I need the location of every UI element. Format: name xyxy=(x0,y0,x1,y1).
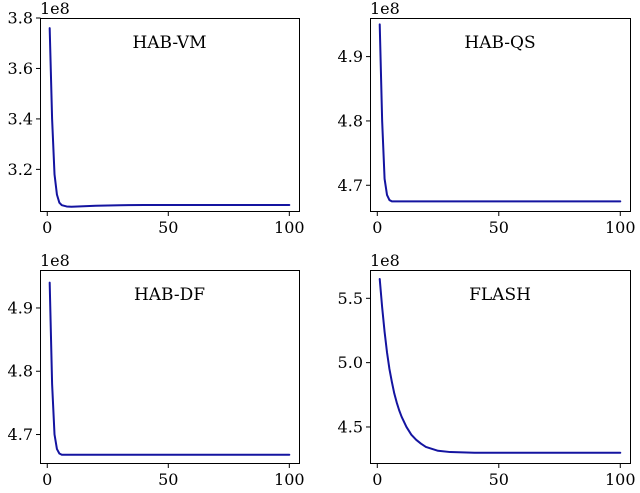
y-tick-label: 3.8 xyxy=(8,9,33,28)
x-tick-label: 0 xyxy=(42,470,52,489)
series-line xyxy=(48,281,291,456)
x-tick-label: 0 xyxy=(372,218,382,237)
y-multiplier-label: 1e8 xyxy=(40,0,70,18)
y-tick-label: 4.5 xyxy=(338,417,363,436)
subplot-title: HAB-DF xyxy=(134,285,205,305)
series-line xyxy=(48,27,291,208)
y-tick-label: 4.9 xyxy=(338,47,363,66)
x-tick-label: 0 xyxy=(372,470,382,489)
x-tick-label: 100 xyxy=(605,470,636,489)
y-tick-label: 4.9 xyxy=(8,298,33,317)
x-tick-label: 50 xyxy=(158,470,178,489)
x-tick-label: 100 xyxy=(274,218,305,237)
subplot-title: FLASH xyxy=(469,285,531,305)
y-multiplier-label: 1e8 xyxy=(40,251,70,270)
x-tick-label: 100 xyxy=(605,218,636,237)
subplot-title: HAB-VM xyxy=(132,33,206,53)
series-line xyxy=(378,23,622,203)
subplot-flash: 0 50 100 4.5 5.0 5.5 1e8 FLASH xyxy=(338,251,636,489)
x-tick-label: 50 xyxy=(489,470,509,489)
y-tick-label: 4.7 xyxy=(8,425,33,444)
series-line xyxy=(378,278,622,454)
y-tick-label: 5.5 xyxy=(338,289,363,308)
y-tick-label: 3.2 xyxy=(8,160,33,179)
subplot-hab-qs: 0 50 100 4.7 4.8 4.9 1e8 HAB-QS xyxy=(338,0,636,237)
y-tick-label: 4.8 xyxy=(338,111,363,130)
x-tick-label: 100 xyxy=(274,470,305,489)
y-tick-label: 4.7 xyxy=(338,176,363,195)
axes-frame xyxy=(40,270,300,464)
x-tick-label: 0 xyxy=(42,218,52,237)
x-tick-label: 50 xyxy=(158,218,178,237)
y-multiplier-label: 1e8 xyxy=(370,0,400,18)
y-tick-label: 3.6 xyxy=(8,59,33,78)
y-tick-label: 4.8 xyxy=(8,362,33,381)
x-tick-label: 50 xyxy=(489,218,509,237)
axes-frame xyxy=(370,270,631,464)
y-tick-label: 3.4 xyxy=(8,109,33,128)
subplot-hab-vm: 0 50 100 3.2 3.4 3.6 3.8 1e8 HAB-VM xyxy=(8,0,305,237)
axes-frame xyxy=(370,18,631,212)
subplot-hab-df: 0 50 100 4.7 4.8 4.9 1e8 HAB-DF xyxy=(8,251,305,489)
subplot-title: HAB-QS xyxy=(464,33,535,53)
axes-frame xyxy=(40,18,300,212)
y-multiplier-label: 1e8 xyxy=(370,251,400,270)
y-tick-label: 5.0 xyxy=(338,353,363,372)
